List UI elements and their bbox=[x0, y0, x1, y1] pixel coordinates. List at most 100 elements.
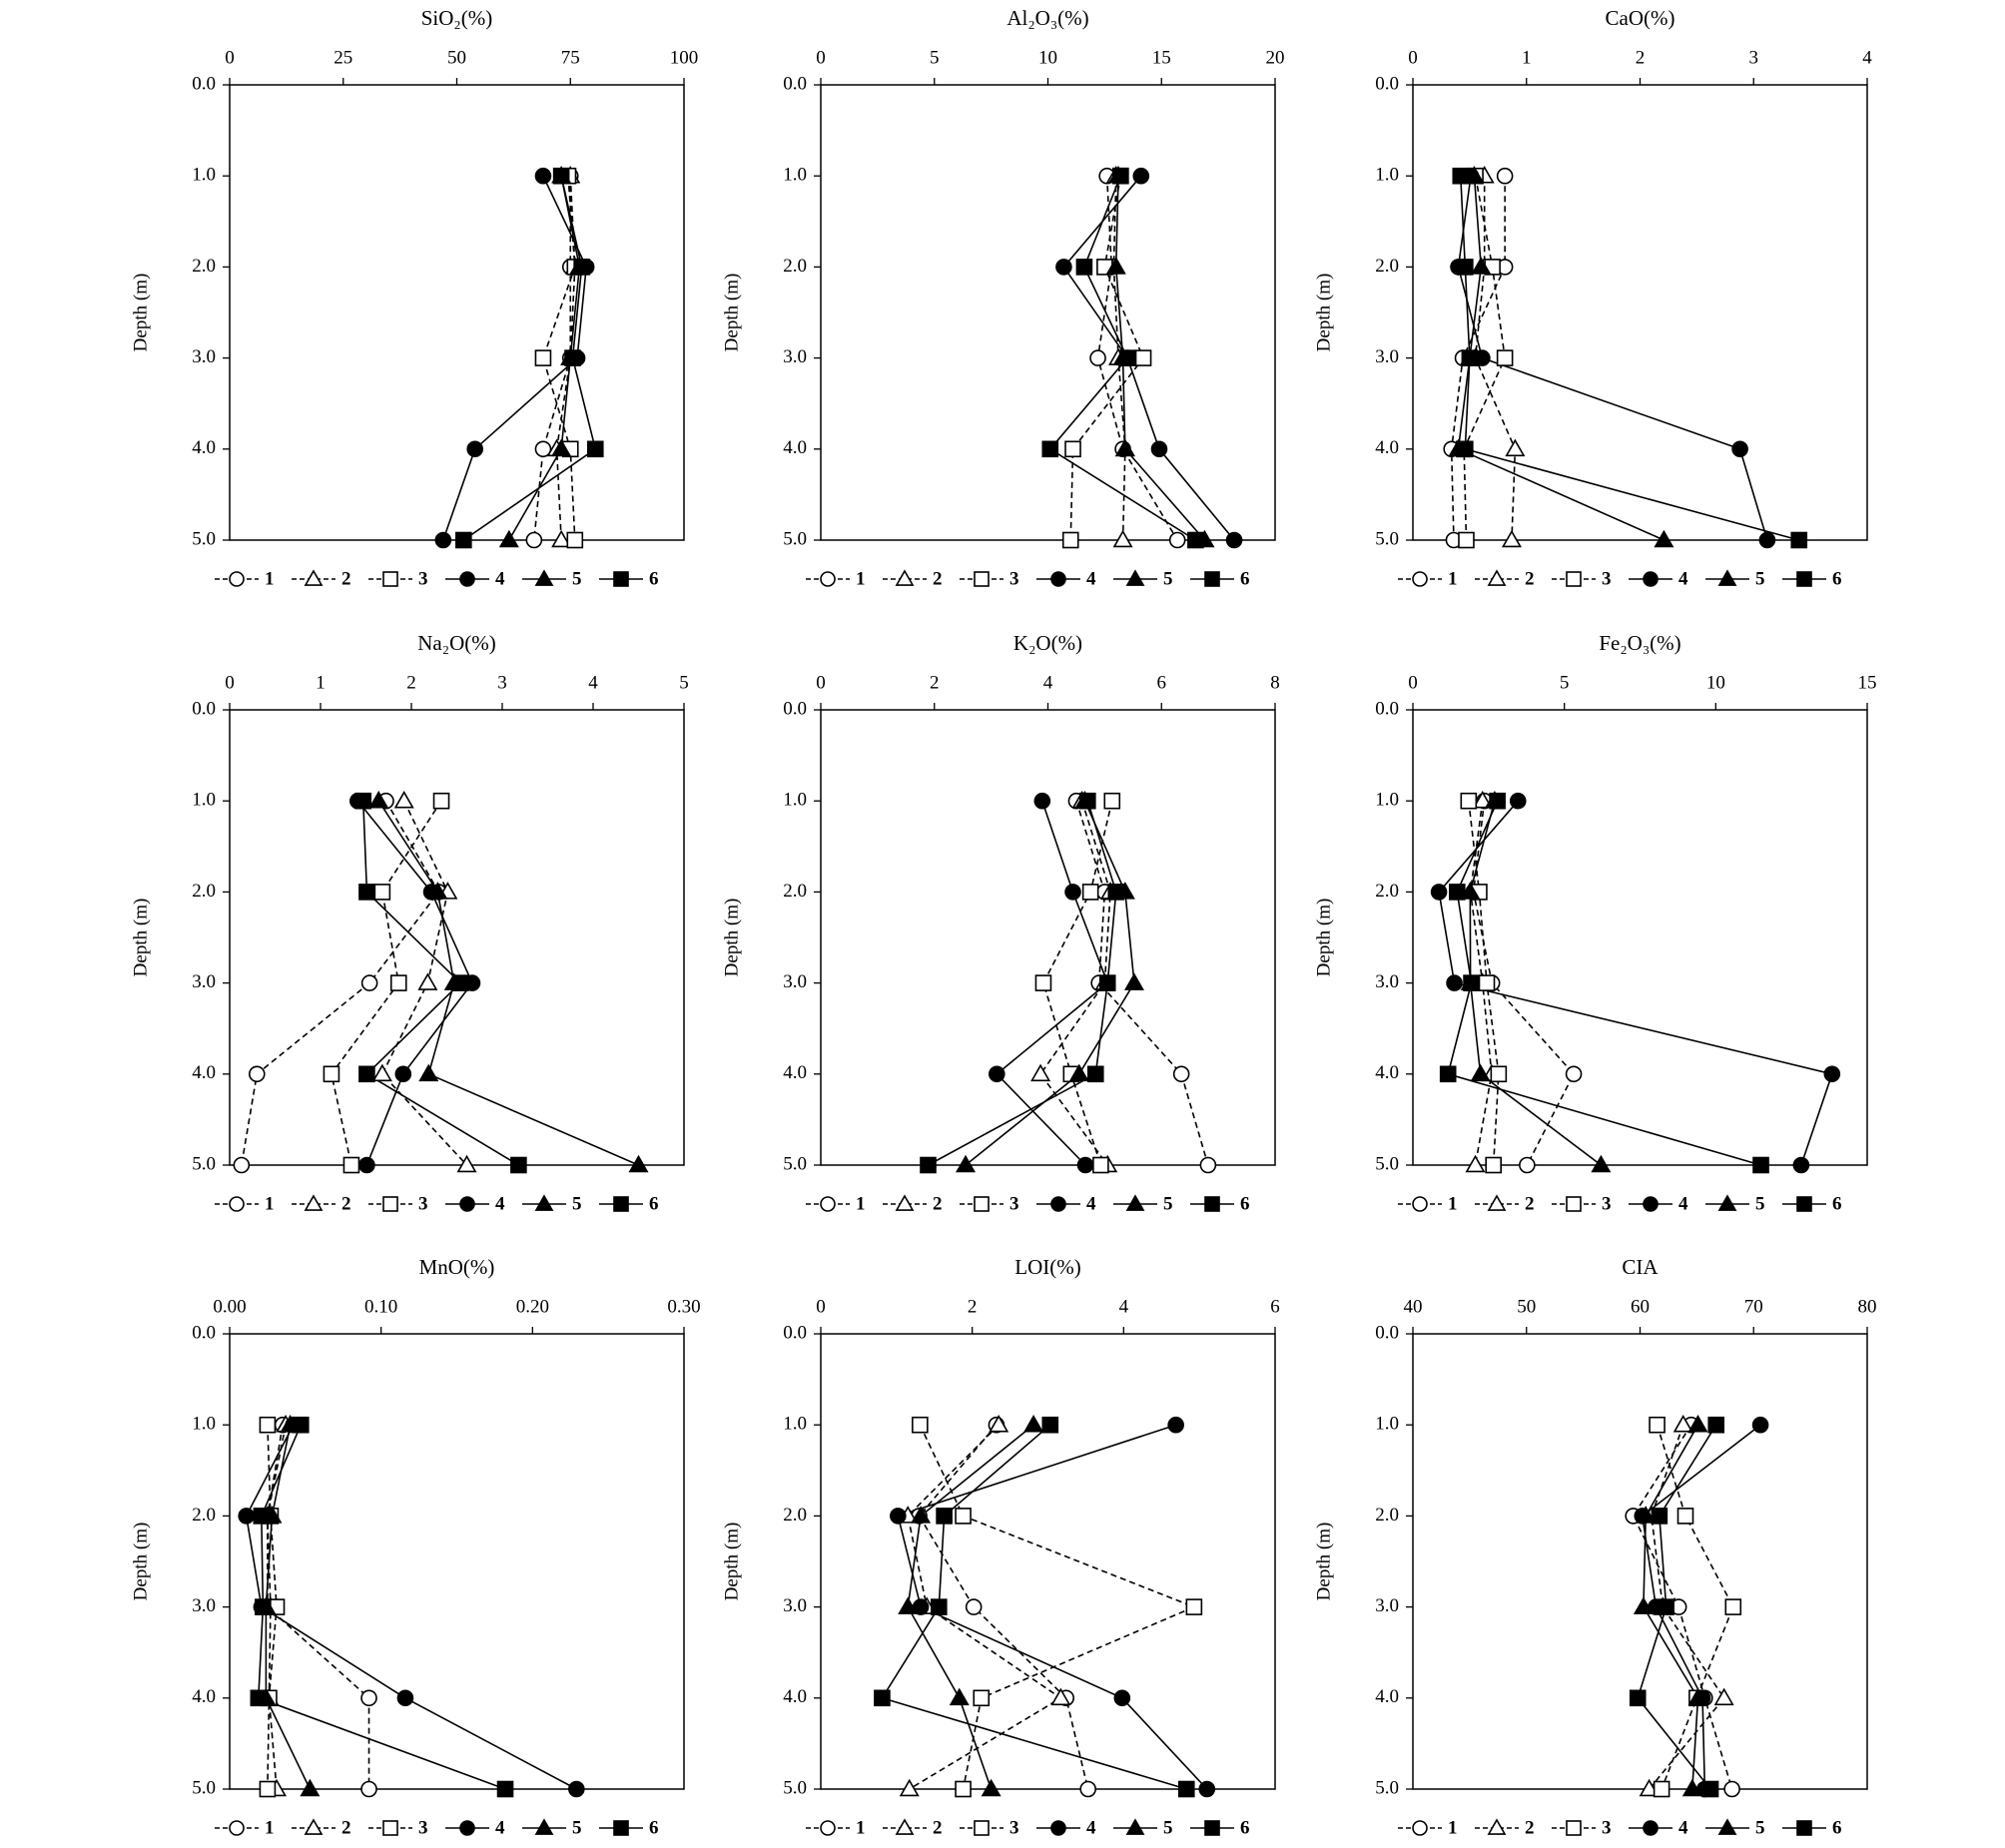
marker bbox=[1823, 1065, 1841, 1083]
marker bbox=[552, 167, 570, 185]
legend-label: 1 bbox=[856, 1817, 866, 1838]
y-tick-label: 1.0 bbox=[1375, 165, 1399, 186]
y-tick-label: 5.0 bbox=[783, 528, 807, 549]
legend-marker bbox=[459, 1820, 475, 1836]
y-tick-label: 1.0 bbox=[192, 1414, 216, 1435]
marker bbox=[1687, 1687, 1708, 1706]
marker bbox=[1472, 790, 1493, 809]
y-tick-label: 0.0 bbox=[192, 1322, 216, 1343]
chart-title: LOI(%) bbox=[1014, 1255, 1080, 1279]
marker bbox=[432, 792, 450, 810]
legend-marker bbox=[459, 1196, 475, 1212]
legend-marker bbox=[1204, 1196, 1220, 1212]
chart-title: CIA bbox=[1622, 1255, 1659, 1279]
y-tick-label: 0.0 bbox=[1375, 1322, 1399, 1343]
legend-marker bbox=[304, 569, 324, 586]
marker bbox=[1485, 1156, 1502, 1174]
legend-marker bbox=[534, 569, 554, 586]
x-tick-label: 1 bbox=[1522, 47, 1532, 68]
legend-label: 1 bbox=[265, 1193, 275, 1214]
marker bbox=[890, 1508, 907, 1525]
marker bbox=[955, 1508, 972, 1525]
y-tick-label: 4.0 bbox=[783, 1686, 807, 1707]
legend-label: 4 bbox=[1086, 568, 1096, 589]
plot-frame bbox=[1412, 84, 1868, 541]
legend-label: 5 bbox=[1755, 568, 1765, 589]
y-tick-label: 2.0 bbox=[192, 1505, 216, 1526]
marker bbox=[1098, 974, 1116, 991]
legend-marker bbox=[895, 1194, 915, 1211]
marker bbox=[1167, 1416, 1184, 1434]
legend-label: 6 bbox=[1832, 1817, 1842, 1838]
marker bbox=[427, 882, 448, 900]
legend-label: 3 bbox=[418, 1193, 428, 1214]
marker bbox=[899, 1778, 920, 1797]
marker bbox=[1199, 1156, 1217, 1174]
legend-label: 2 bbox=[1525, 1817, 1535, 1838]
y-tick-label: 5.0 bbox=[783, 1153, 807, 1174]
y-tick-label: 2.0 bbox=[192, 256, 216, 277]
legend-marker bbox=[382, 571, 398, 587]
marker bbox=[389, 974, 407, 991]
marker bbox=[1132, 167, 1150, 185]
legend-marker bbox=[229, 571, 245, 587]
plot-frame bbox=[229, 84, 685, 541]
marker bbox=[259, 1416, 277, 1434]
x-tick-label: 3 bbox=[497, 672, 507, 693]
marker bbox=[1471, 257, 1492, 275]
x-tick-label: 2 bbox=[930, 672, 940, 693]
marker bbox=[238, 1508, 255, 1525]
x-tick-label: 0 bbox=[816, 1296, 826, 1317]
legend-label: 5 bbox=[572, 1193, 582, 1214]
marker bbox=[255, 1598, 272, 1615]
x-tick-label: 3 bbox=[1749, 47, 1759, 68]
marker bbox=[981, 1778, 1002, 1797]
panel: K₂O(%) Depth (m) 0 2 4 6 8 0.0 1.0 2.0 3.0 4.0 5.0 1 2… bbox=[721, 631, 1279, 1215]
marker bbox=[1701, 1780, 1719, 1798]
marker bbox=[586, 440, 604, 458]
x-tick-label: 2 bbox=[406, 672, 416, 693]
legend-marker bbox=[1566, 1196, 1582, 1212]
marker bbox=[1064, 440, 1081, 458]
marker bbox=[1457, 259, 1474, 276]
y-tick-label: 3.0 bbox=[1375, 1595, 1399, 1616]
panel: Al₂O₃(%)Depth (m)0 5 10 15 200.01.02.03.04.0… bbox=[721, 6, 1284, 590]
y-tick-label: 2.0 bbox=[1375, 881, 1399, 902]
legend-label: 2 bbox=[933, 1193, 943, 1214]
y-tick-label: 4.0 bbox=[192, 1686, 216, 1707]
marker bbox=[1461, 349, 1479, 366]
legend-label: 2 bbox=[1525, 1193, 1535, 1214]
y-tick-label: 4.0 bbox=[1375, 437, 1399, 458]
legend-marker bbox=[459, 571, 475, 587]
marker bbox=[1731, 440, 1748, 458]
marker bbox=[1658, 1598, 1674, 1615]
legend-marker bbox=[534, 1818, 554, 1835]
marker bbox=[1676, 1508, 1694, 1525]
marker bbox=[1452, 167, 1470, 185]
x-tick-label: 50 bbox=[1517, 1296, 1536, 1317]
series-line bbox=[361, 801, 519, 1166]
marker bbox=[1465, 1154, 1486, 1173]
legend-marker bbox=[1125, 1818, 1145, 1835]
legend-label: 4 bbox=[495, 1193, 505, 1214]
marker bbox=[525, 531, 543, 549]
legend-marker bbox=[304, 1818, 324, 1835]
series-line bbox=[245, 1424, 577, 1790]
marker bbox=[573, 259, 590, 276]
marker bbox=[1439, 1065, 1457, 1083]
y-tick-label: 5.0 bbox=[192, 1153, 216, 1174]
x-tick-label: 50 bbox=[447, 47, 466, 68]
marker bbox=[1723, 1780, 1740, 1798]
marker bbox=[455, 531, 472, 549]
marker bbox=[1591, 1154, 1612, 1173]
legend-label: 1 bbox=[856, 568, 866, 589]
x-tick-label: 2 bbox=[1636, 47, 1646, 68]
y-tick-label: 2.0 bbox=[783, 256, 807, 277]
x-tick-label: 5 bbox=[679, 672, 689, 693]
series-line bbox=[919, 1424, 1196, 1790]
marker bbox=[510, 1156, 527, 1174]
x-tick-label: 80 bbox=[1858, 1296, 1877, 1317]
plot-frame bbox=[229, 709, 685, 1166]
legend-label: 1 bbox=[265, 568, 275, 589]
legend-marker bbox=[1566, 571, 1582, 587]
